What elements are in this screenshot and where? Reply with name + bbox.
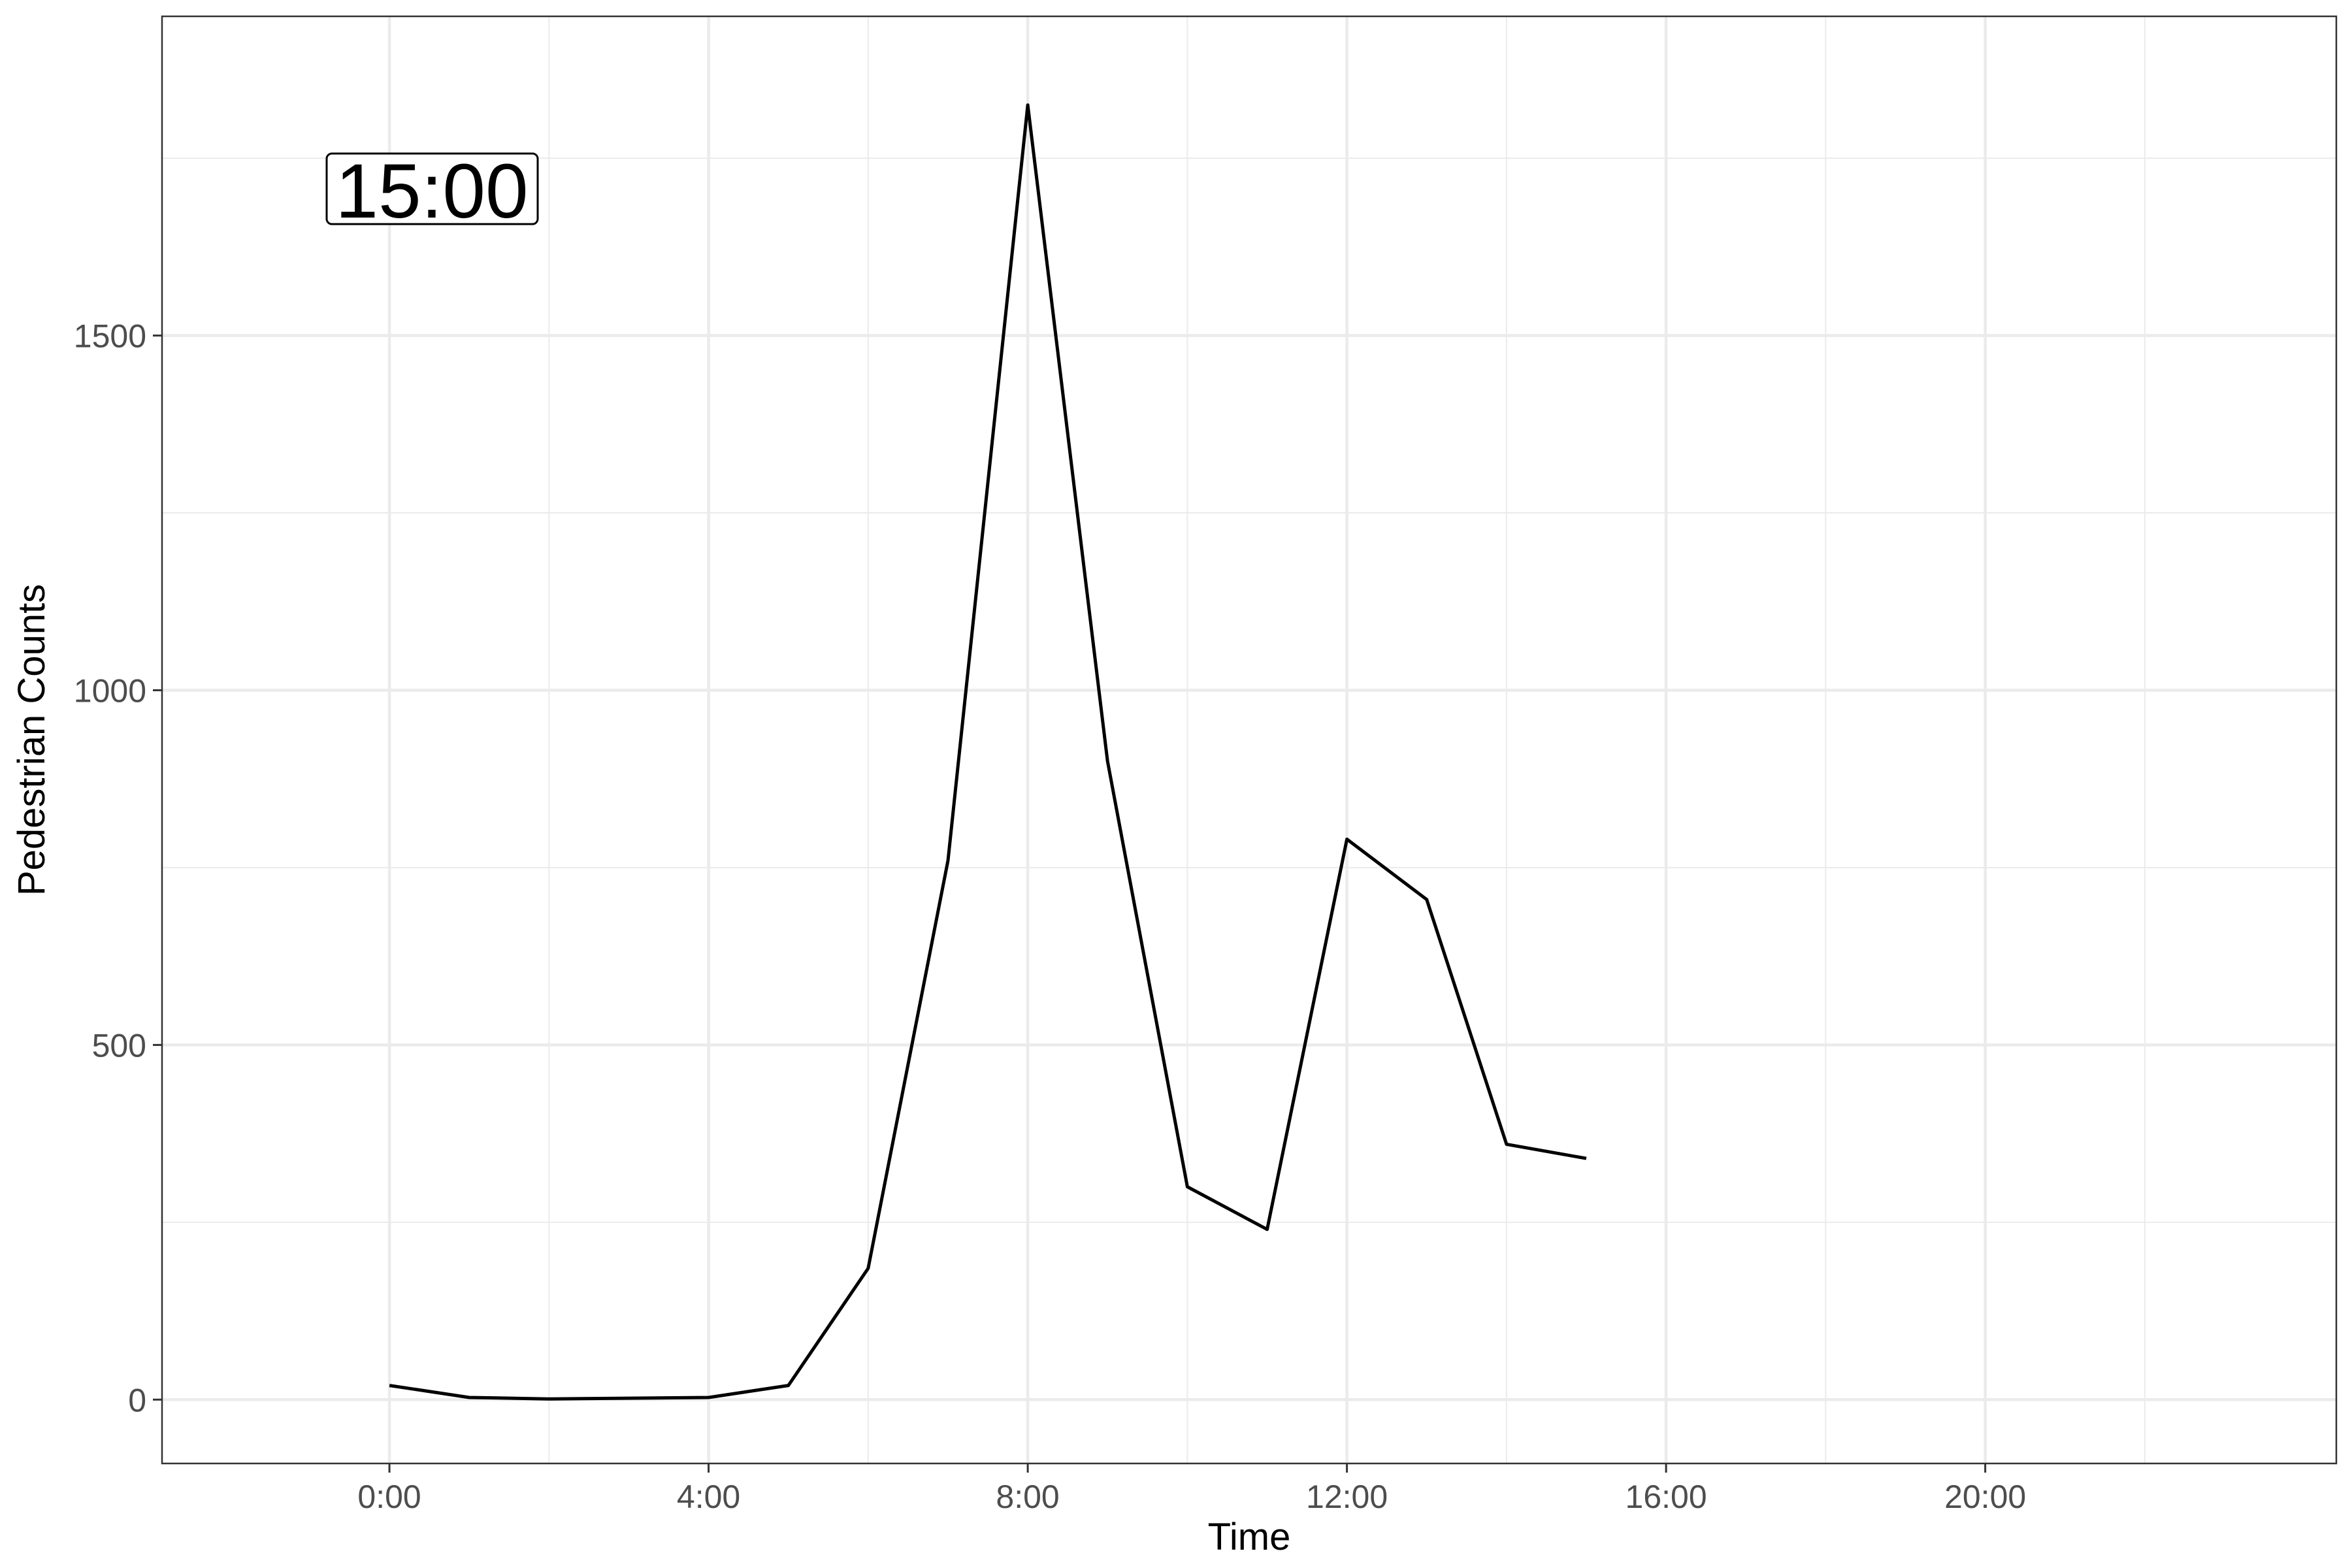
annotation-group: 15:00 (325, 148, 539, 235)
x-tick-label: 20:00 (1944, 1478, 2026, 1515)
y-tick-label: 1000 (74, 672, 146, 709)
y-tick-label: 0 (128, 1382, 146, 1418)
x-tick-label: 4:00 (677, 1478, 740, 1515)
annotation-box (325, 152, 539, 225)
annotation-label: 15:00 (335, 148, 528, 235)
x-tick-label: 0:00 (357, 1478, 421, 1515)
y-tick-label: 500 (92, 1027, 146, 1064)
y-tick-label: 1500 (74, 318, 146, 355)
x-axis-title: Time (1208, 1516, 1291, 1558)
x-tick-label: 8:00 (996, 1478, 1059, 1515)
panel-border (161, 15, 2338, 1465)
series-layer (389, 103, 1587, 1401)
series-line-0 (389, 103, 1587, 1401)
x-tick-label: 16:00 (1625, 1478, 1707, 1515)
y-axis-title: Pedestrian Counts (10, 584, 53, 896)
axis-ticks: 0:00 4:00 8:00 12:00 16:00 20:00 0 500 1000 1500 (74, 318, 2026, 1515)
x-tick-label: 12:00 (1306, 1478, 1388, 1515)
